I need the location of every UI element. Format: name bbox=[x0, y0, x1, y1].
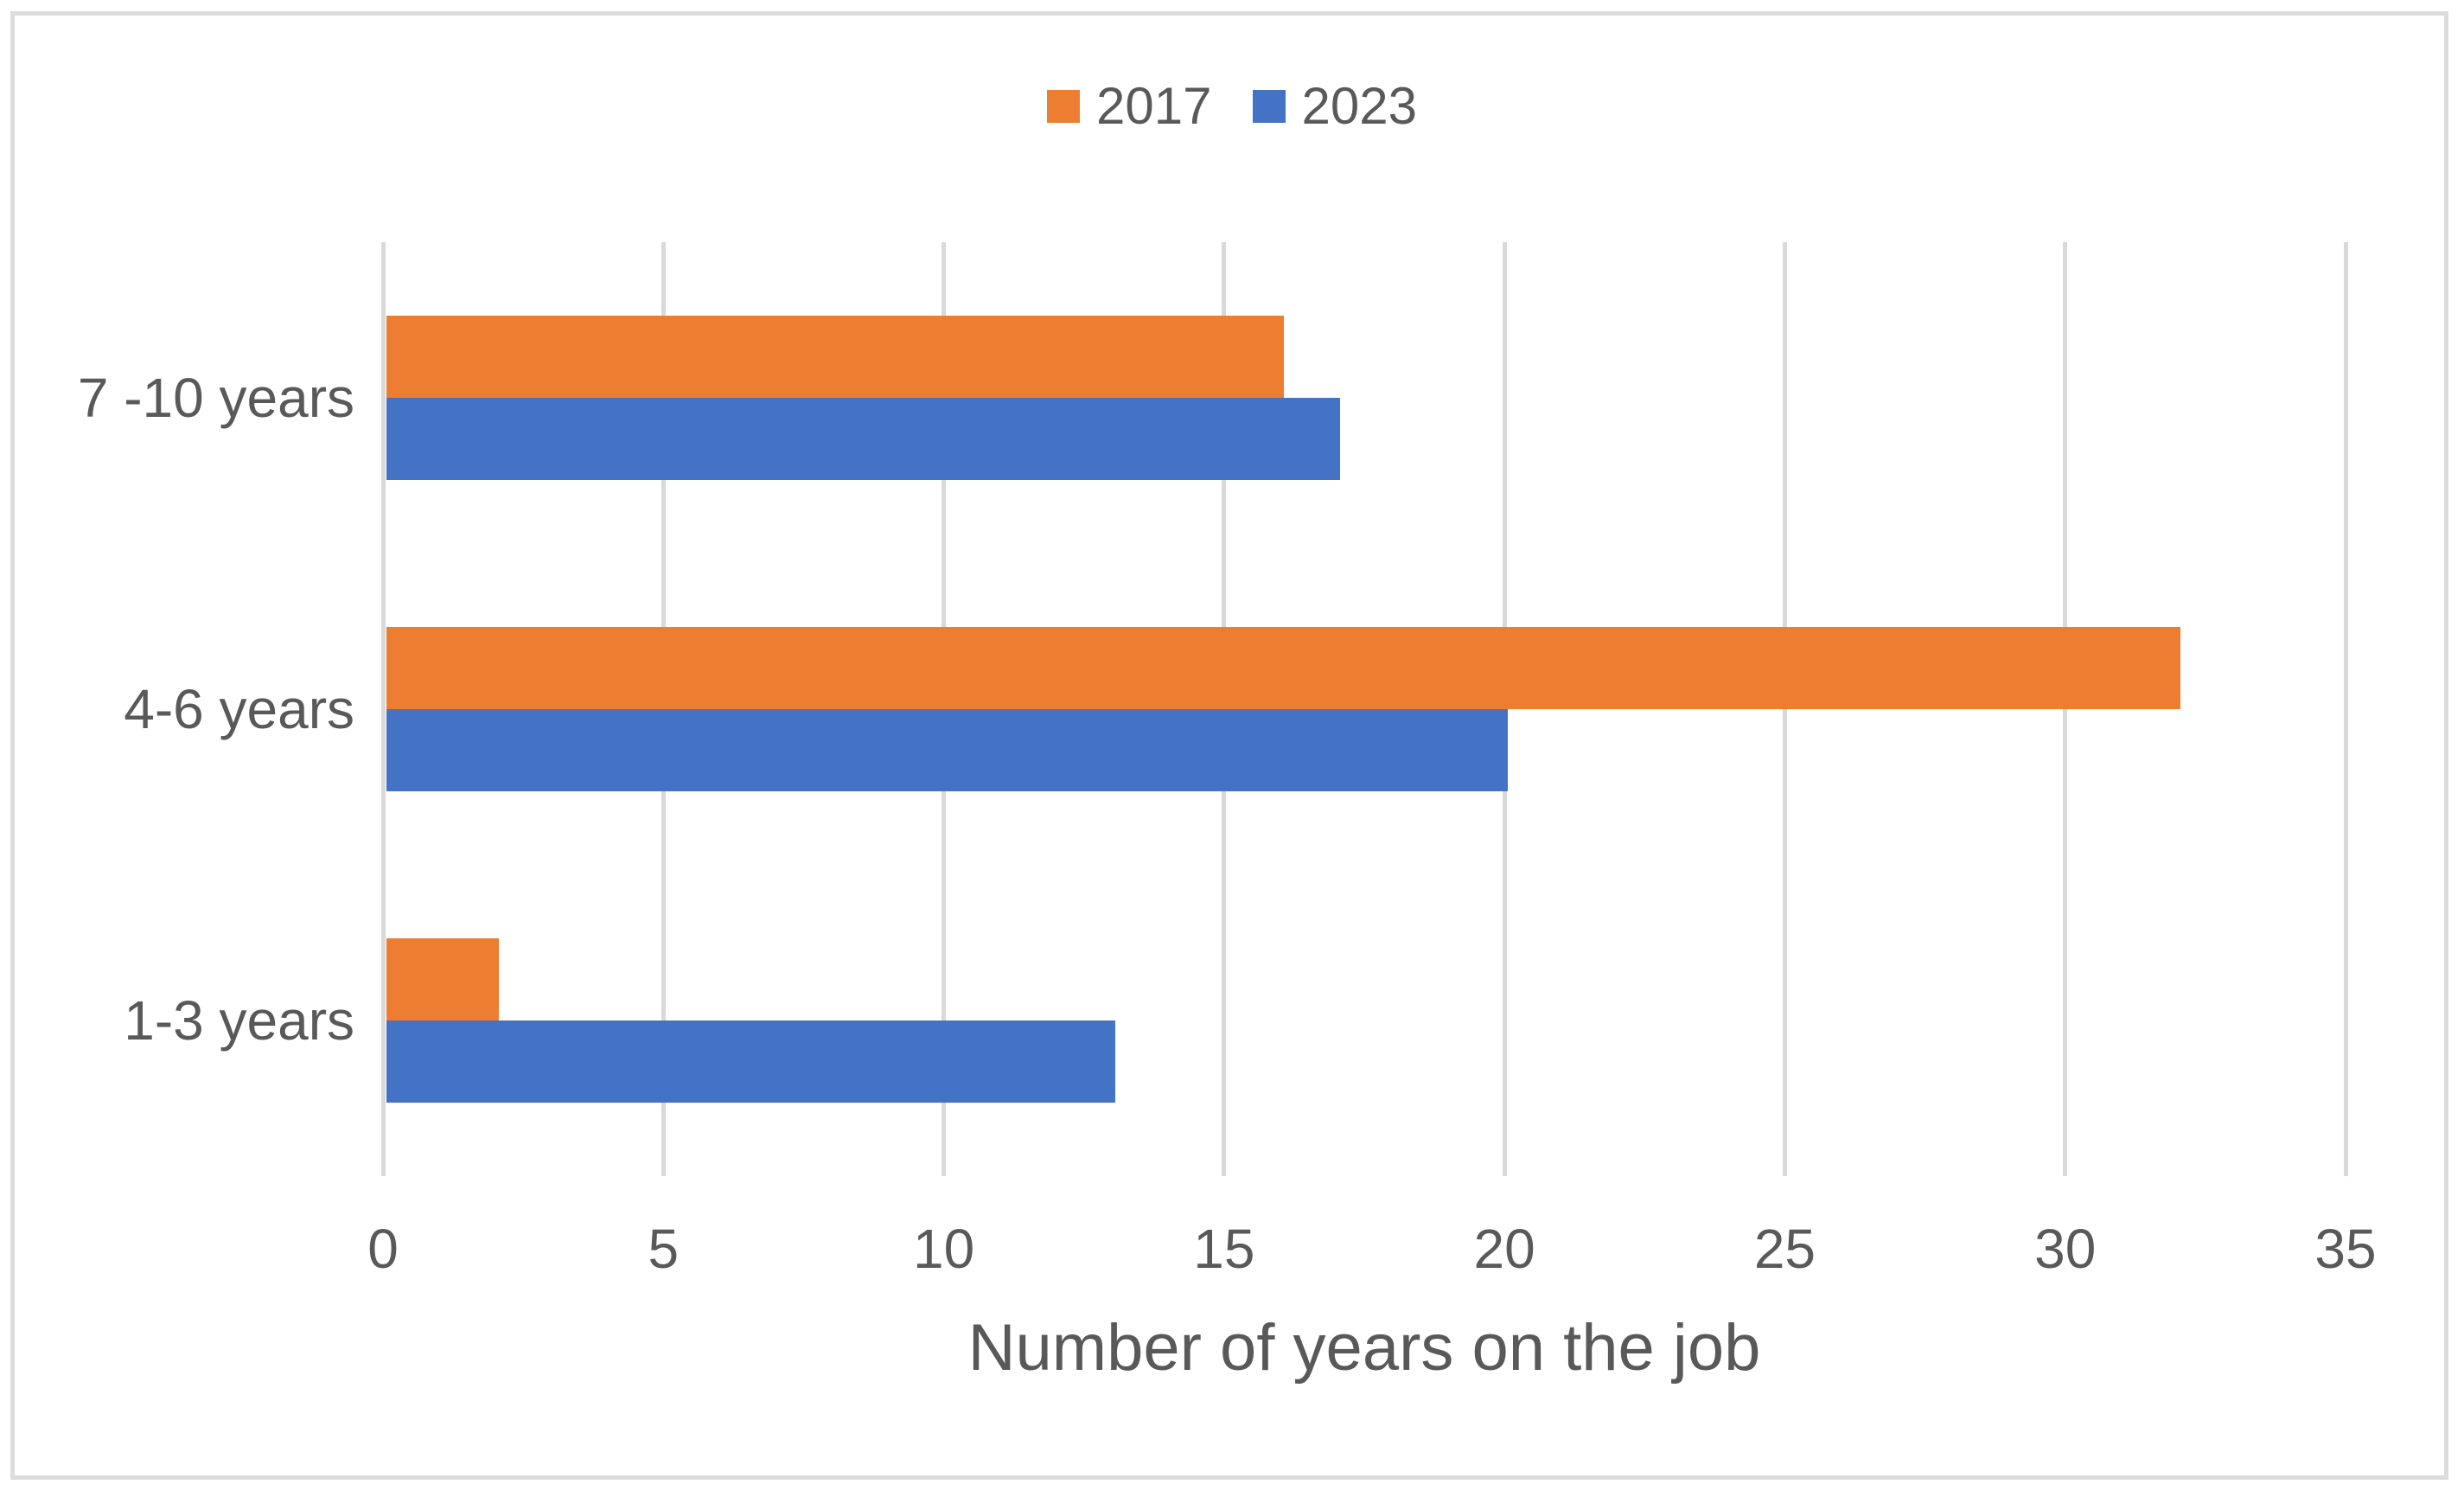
x-tick-label-10: 10 bbox=[912, 1218, 975, 1280]
category-label-1-3-years: 1-3 years bbox=[124, 989, 354, 1052]
x-tick-label-0: 0 bbox=[367, 1218, 399, 1280]
legend-item-2017: 2017 bbox=[1047, 77, 1212, 135]
legend-swatch-2023 bbox=[1252, 90, 1286, 123]
x-tick-label-35: 35 bbox=[2314, 1218, 2377, 1280]
gridline-0 bbox=[380, 242, 386, 1176]
x-tick-label-30: 30 bbox=[2034, 1218, 2097, 1280]
legend-swatch-2017 bbox=[1047, 90, 1081, 123]
legend-item-2023: 2023 bbox=[1252, 77, 1417, 135]
gridline-25 bbox=[1782, 242, 1787, 1176]
bar-2023-4-6-years bbox=[386, 709, 1509, 791]
legend-label-2017: 2017 bbox=[1096, 77, 1212, 135]
category-label-7-10-years: 7 -10 years bbox=[77, 367, 354, 429]
legend: 2017 2023 bbox=[0, 76, 2464, 137]
x-tick-label-20: 20 bbox=[1473, 1218, 1535, 1280]
x-tick-label-25: 25 bbox=[1753, 1218, 1816, 1280]
bar-2017-1-3-years bbox=[386, 938, 499, 1020]
bar-2017-4-6-years bbox=[386, 627, 2181, 709]
plot-area bbox=[380, 242, 2348, 1176]
category-label-4-6-years: 4-6 years bbox=[124, 678, 354, 740]
chart-frame-border bbox=[10, 11, 2448, 1480]
bar-2017-7-10-years bbox=[386, 316, 1284, 398]
x-axis-title: Number of years on the job bbox=[967, 1311, 1761, 1385]
gridline-35 bbox=[2343, 242, 2348, 1176]
bar-2023-7-10-years bbox=[386, 398, 1340, 480]
x-tick-label-5: 5 bbox=[648, 1218, 680, 1280]
legend-label-2023: 2023 bbox=[1301, 77, 1417, 135]
x-tick-label-15: 15 bbox=[1193, 1218, 1255, 1280]
bar-2023-1-3-years bbox=[386, 1020, 1116, 1103]
gridline-30 bbox=[2063, 242, 2068, 1176]
